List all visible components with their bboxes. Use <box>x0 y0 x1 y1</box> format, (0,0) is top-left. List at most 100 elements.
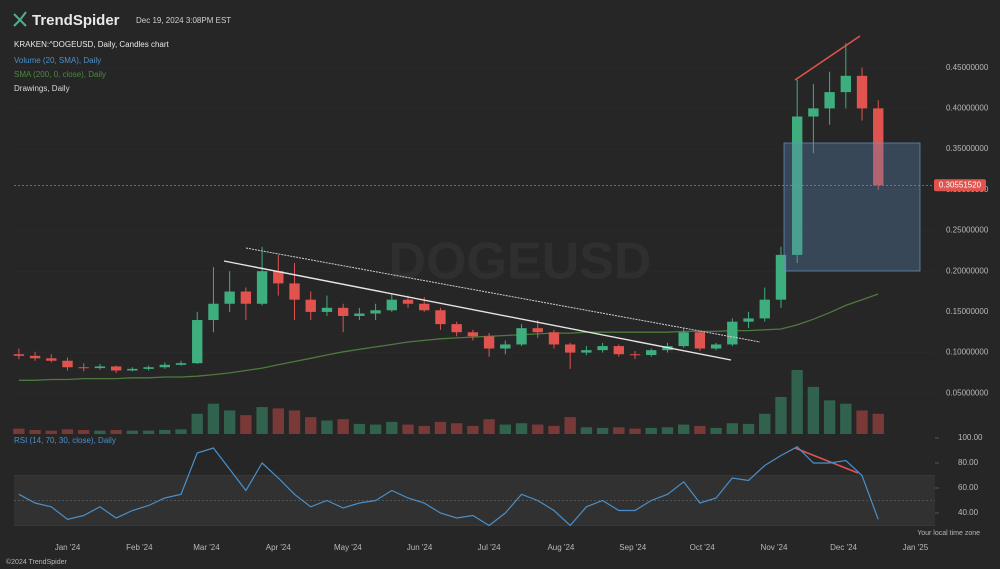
candle-body <box>856 75 868 109</box>
watermark: DOGEUSD <box>389 233 652 291</box>
timestamp: Dec 19, 2024 3:08PM EST <box>136 16 231 25</box>
candle-body <box>435 310 446 325</box>
volume-bar <box>240 415 252 434</box>
volume-bar <box>272 408 284 434</box>
divergence-drawing <box>794 35 861 81</box>
candle-body <box>581 350 592 353</box>
candle-body <box>467 332 479 337</box>
y-tick-label: 0.45000000 <box>946 63 989 72</box>
candle-body <box>564 344 576 353</box>
candle-body <box>143 367 154 369</box>
volume-bar <box>110 429 122 434</box>
candle-body <box>337 307 349 316</box>
volume-bar <box>532 424 544 434</box>
candle-body <box>824 92 835 109</box>
candle-body <box>500 344 511 349</box>
volume-bar <box>840 403 852 434</box>
candle-body <box>321 307 333 312</box>
candle-body <box>240 291 252 304</box>
volume-bar <box>434 421 447 434</box>
volume-bar <box>742 423 755 434</box>
volume-bar <box>29 429 41 434</box>
candle-body <box>78 367 89 369</box>
candle-body <box>873 108 884 186</box>
volume-bar <box>872 413 884 434</box>
y-tick-label: 0.25000000 <box>946 226 989 235</box>
x-tick-label: Nov '24 <box>761 543 788 552</box>
candle-body <box>159 364 170 368</box>
candle-body <box>419 303 430 311</box>
rsi-panel: 40.00 60.00 80.00 100.00 <box>14 433 983 527</box>
candle-body <box>694 332 706 349</box>
logo: TrendSpider <box>13 11 120 29</box>
volume-bar <box>256 407 268 434</box>
y-tick-label: 40.00 <box>958 508 979 517</box>
volume-bar <box>694 425 706 434</box>
volume-bar <box>13 428 25 434</box>
volume-bar <box>580 427 593 434</box>
candle-body <box>840 75 852 93</box>
candle-body <box>613 346 625 355</box>
volume-bar <box>807 386 820 434</box>
volume-bar <box>564 417 576 434</box>
volume-bar <box>467 425 479 434</box>
candle-body <box>727 321 738 345</box>
volume-bar <box>613 427 625 434</box>
candle-body <box>289 283 300 300</box>
volume-bar <box>483 419 495 434</box>
candle-body <box>775 254 787 300</box>
x-tick-label: Jan '25 <box>903 543 929 552</box>
x-tick-label: Jul '24 <box>478 543 501 552</box>
x-tick-label: Feb '24 <box>126 543 153 552</box>
volume-bar <box>337 419 349 434</box>
volume-bar <box>288 410 301 434</box>
candle-body <box>192 320 203 364</box>
volume-bar <box>61 429 74 434</box>
x-tick-label: Oct '24 <box>690 543 716 552</box>
volume-bar <box>305 417 317 434</box>
candle-body <box>629 354 641 356</box>
y-tick-label: 80.00 <box>958 458 979 467</box>
volume-bar <box>499 424 511 434</box>
candle-body <box>110 366 122 371</box>
candle-body <box>743 318 754 322</box>
volume-bar <box>45 430 57 434</box>
candle-body <box>305 299 316 312</box>
volume-bar <box>223 410 236 434</box>
candle-body <box>597 346 608 351</box>
volume-bar <box>369 424 382 434</box>
indicator-label: SMA (200, 0, close), Daily <box>14 70 106 79</box>
volume-bar <box>823 400 836 434</box>
candle-body <box>516 328 527 345</box>
candle-body <box>451 324 462 333</box>
candle-body <box>29 355 41 359</box>
volume-bar <box>775 396 787 434</box>
volume-bar <box>759 413 771 434</box>
volume-bar <box>207 403 220 434</box>
candle-body <box>46 358 57 361</box>
candle-body <box>13 354 25 356</box>
candle-body <box>370 310 381 314</box>
candle-body <box>273 271 284 284</box>
volume-bar <box>856 410 868 434</box>
volume-bar <box>126 430 139 434</box>
candle-body <box>791 116 803 255</box>
trendline-drawing <box>245 247 761 343</box>
indicator-label: Drawings, Daily <box>14 84 70 93</box>
candle-body <box>62 360 73 368</box>
volume-bar <box>710 427 722 434</box>
x-tick-label: May '24 <box>334 543 362 552</box>
candle-body <box>175 363 187 365</box>
y-tick-label: 0.40000000 <box>946 103 989 112</box>
volume-bar <box>191 413 203 434</box>
volume-bar <box>321 420 333 434</box>
volume-bar <box>645 427 657 434</box>
volume-bar <box>386 421 398 434</box>
volume-bar <box>661 427 674 434</box>
volume-bar <box>159 429 171 434</box>
volume-bar <box>450 423 463 434</box>
rsi-line <box>18 446 879 527</box>
candle-body <box>808 108 819 117</box>
x-tick-label: Jun '24 <box>407 543 433 552</box>
